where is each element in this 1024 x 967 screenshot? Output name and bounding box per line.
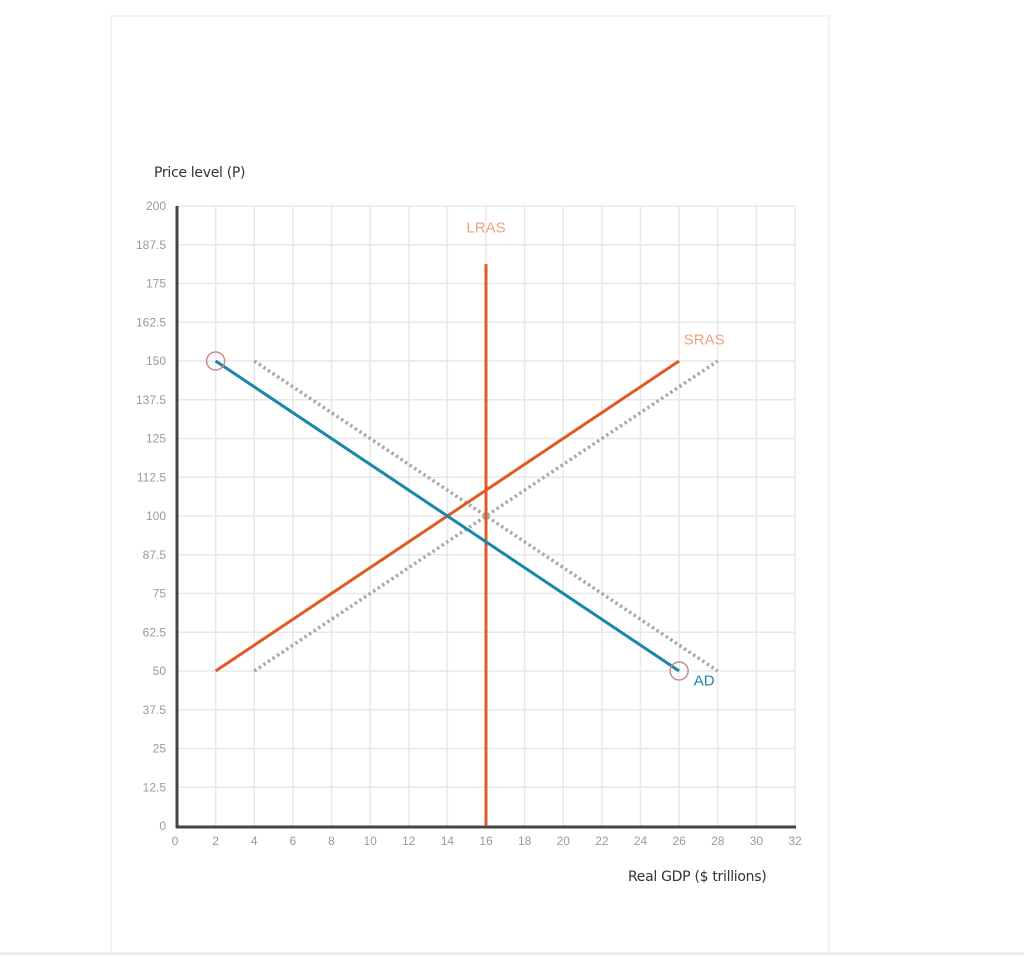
x-tick-label: 24 [634, 834, 648, 848]
x-tick-label: 0 [172, 834, 179, 848]
x-tick-label: 30 [750, 834, 764, 848]
y-tick-label: 12.5 [143, 780, 167, 794]
x-tick-label: 28 [711, 834, 725, 848]
chart-card [110, 15, 830, 955]
curve-handles[interactable] [205, 351, 689, 681]
y-tick-label: 112.5 [137, 470, 166, 484]
x-tick-label: 6 [290, 834, 297, 848]
y-tick-label: 25 [153, 742, 167, 756]
x-axis-title: Real GDP ($ trillions) [628, 869, 767, 885]
curves [214, 264, 719, 826]
y-tick-label: 75 [153, 587, 167, 601]
y-tick-label: 187.5 [136, 238, 166, 252]
y-axis-title: Price level (P) [154, 165, 246, 181]
y-tick-label: 0 [159, 819, 166, 833]
x-tick-label: 18 [518, 834, 532, 848]
y-tick-label: 50 [153, 664, 167, 678]
x-tick-label: 4 [251, 834, 258, 848]
x-tick-label: 22 [595, 834, 609, 848]
x-tick-label: 32 [788, 834, 802, 848]
ad-curve [214, 359, 680, 673]
y-tick-label: 125 [146, 432, 166, 446]
y-axis-ticks: 0 12.5 25 37.5 50 62.5 75 87.5 100 112.5 125 137.5 1… [136, 199, 166, 833]
x-tick-label: 20 [557, 834, 571, 848]
x-axis-ticks: 0 2 4 6 8 10 12 14 16 18 20 22 24 26 28 30 32 [172, 834, 802, 848]
x-tick-label: 16 [479, 834, 493, 848]
y-tick-label: 175 [146, 277, 166, 291]
sras-label: SRAS [684, 331, 725, 348]
x-tick-label: 12 [402, 834, 416, 848]
x-tick-label: 10 [363, 834, 377, 848]
ad-drag-handle[interactable] [669, 661, 689, 681]
y-tick-label: 150 [146, 354, 166, 368]
x-tick-label: 26 [672, 834, 686, 848]
y-tick-label: 87.5 [143, 548, 167, 562]
y-tick-label: 200 [146, 199, 166, 213]
y-tick-label: 137.5 [136, 393, 166, 407]
gridlines [177, 205, 796, 826]
x-tick-label: 8 [328, 834, 335, 848]
ad-label: AD [694, 672, 715, 689]
y-tick-label: 162.5 [136, 315, 166, 329]
y-tick-label: 100 [146, 509, 166, 523]
x-tick-label: 2 [212, 834, 219, 848]
x-tick-label: 14 [441, 834, 455, 848]
y-tick-label: 62.5 [143, 625, 167, 639]
page-divider [0, 952, 1024, 955]
y-tick-label: 37.5 [143, 703, 167, 717]
lras-label: LRAS [466, 220, 505, 237]
ad-drag-handle[interactable] [205, 351, 226, 371]
